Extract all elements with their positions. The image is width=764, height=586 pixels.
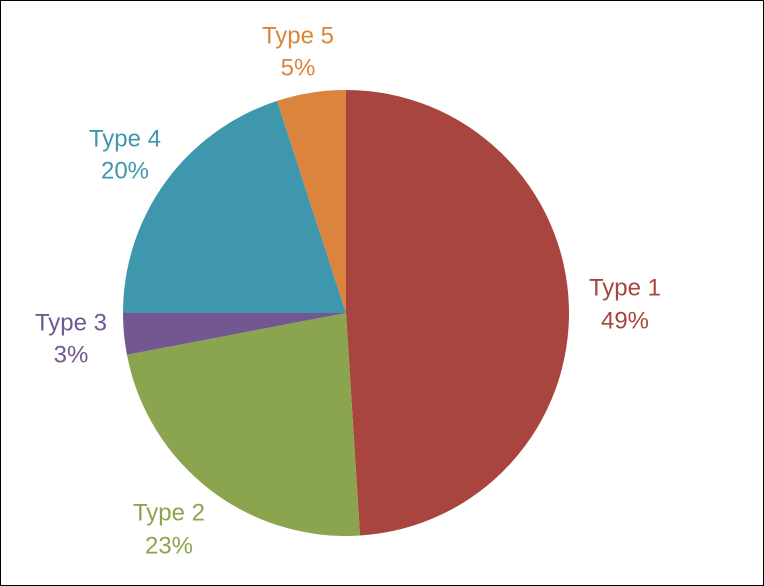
slice-percent-label: 3% [54, 341, 89, 368]
slice-percent-label: 49% [601, 307, 649, 334]
slice-percent-label: 20% [101, 157, 149, 184]
slice-name-label: Type 3 [35, 309, 107, 336]
pie-slice-type-2 [126, 313, 360, 536]
slice-name-label: Type 5 [262, 22, 334, 49]
pie-slice-type-3 [122, 313, 346, 355]
pie-slice-type-5 [277, 90, 346, 313]
slice-name-label: Type 2 [133, 499, 205, 526]
pie-slice-type-1 [346, 90, 569, 536]
slice-name-label: Type 1 [589, 274, 661, 301]
slice-percent-label: 23% [145, 532, 193, 559]
slice-name-label: Type 4 [89, 125, 161, 152]
pie-slice-type-4 [123, 100, 346, 313]
slice-percent-label: 5% [281, 54, 316, 81]
